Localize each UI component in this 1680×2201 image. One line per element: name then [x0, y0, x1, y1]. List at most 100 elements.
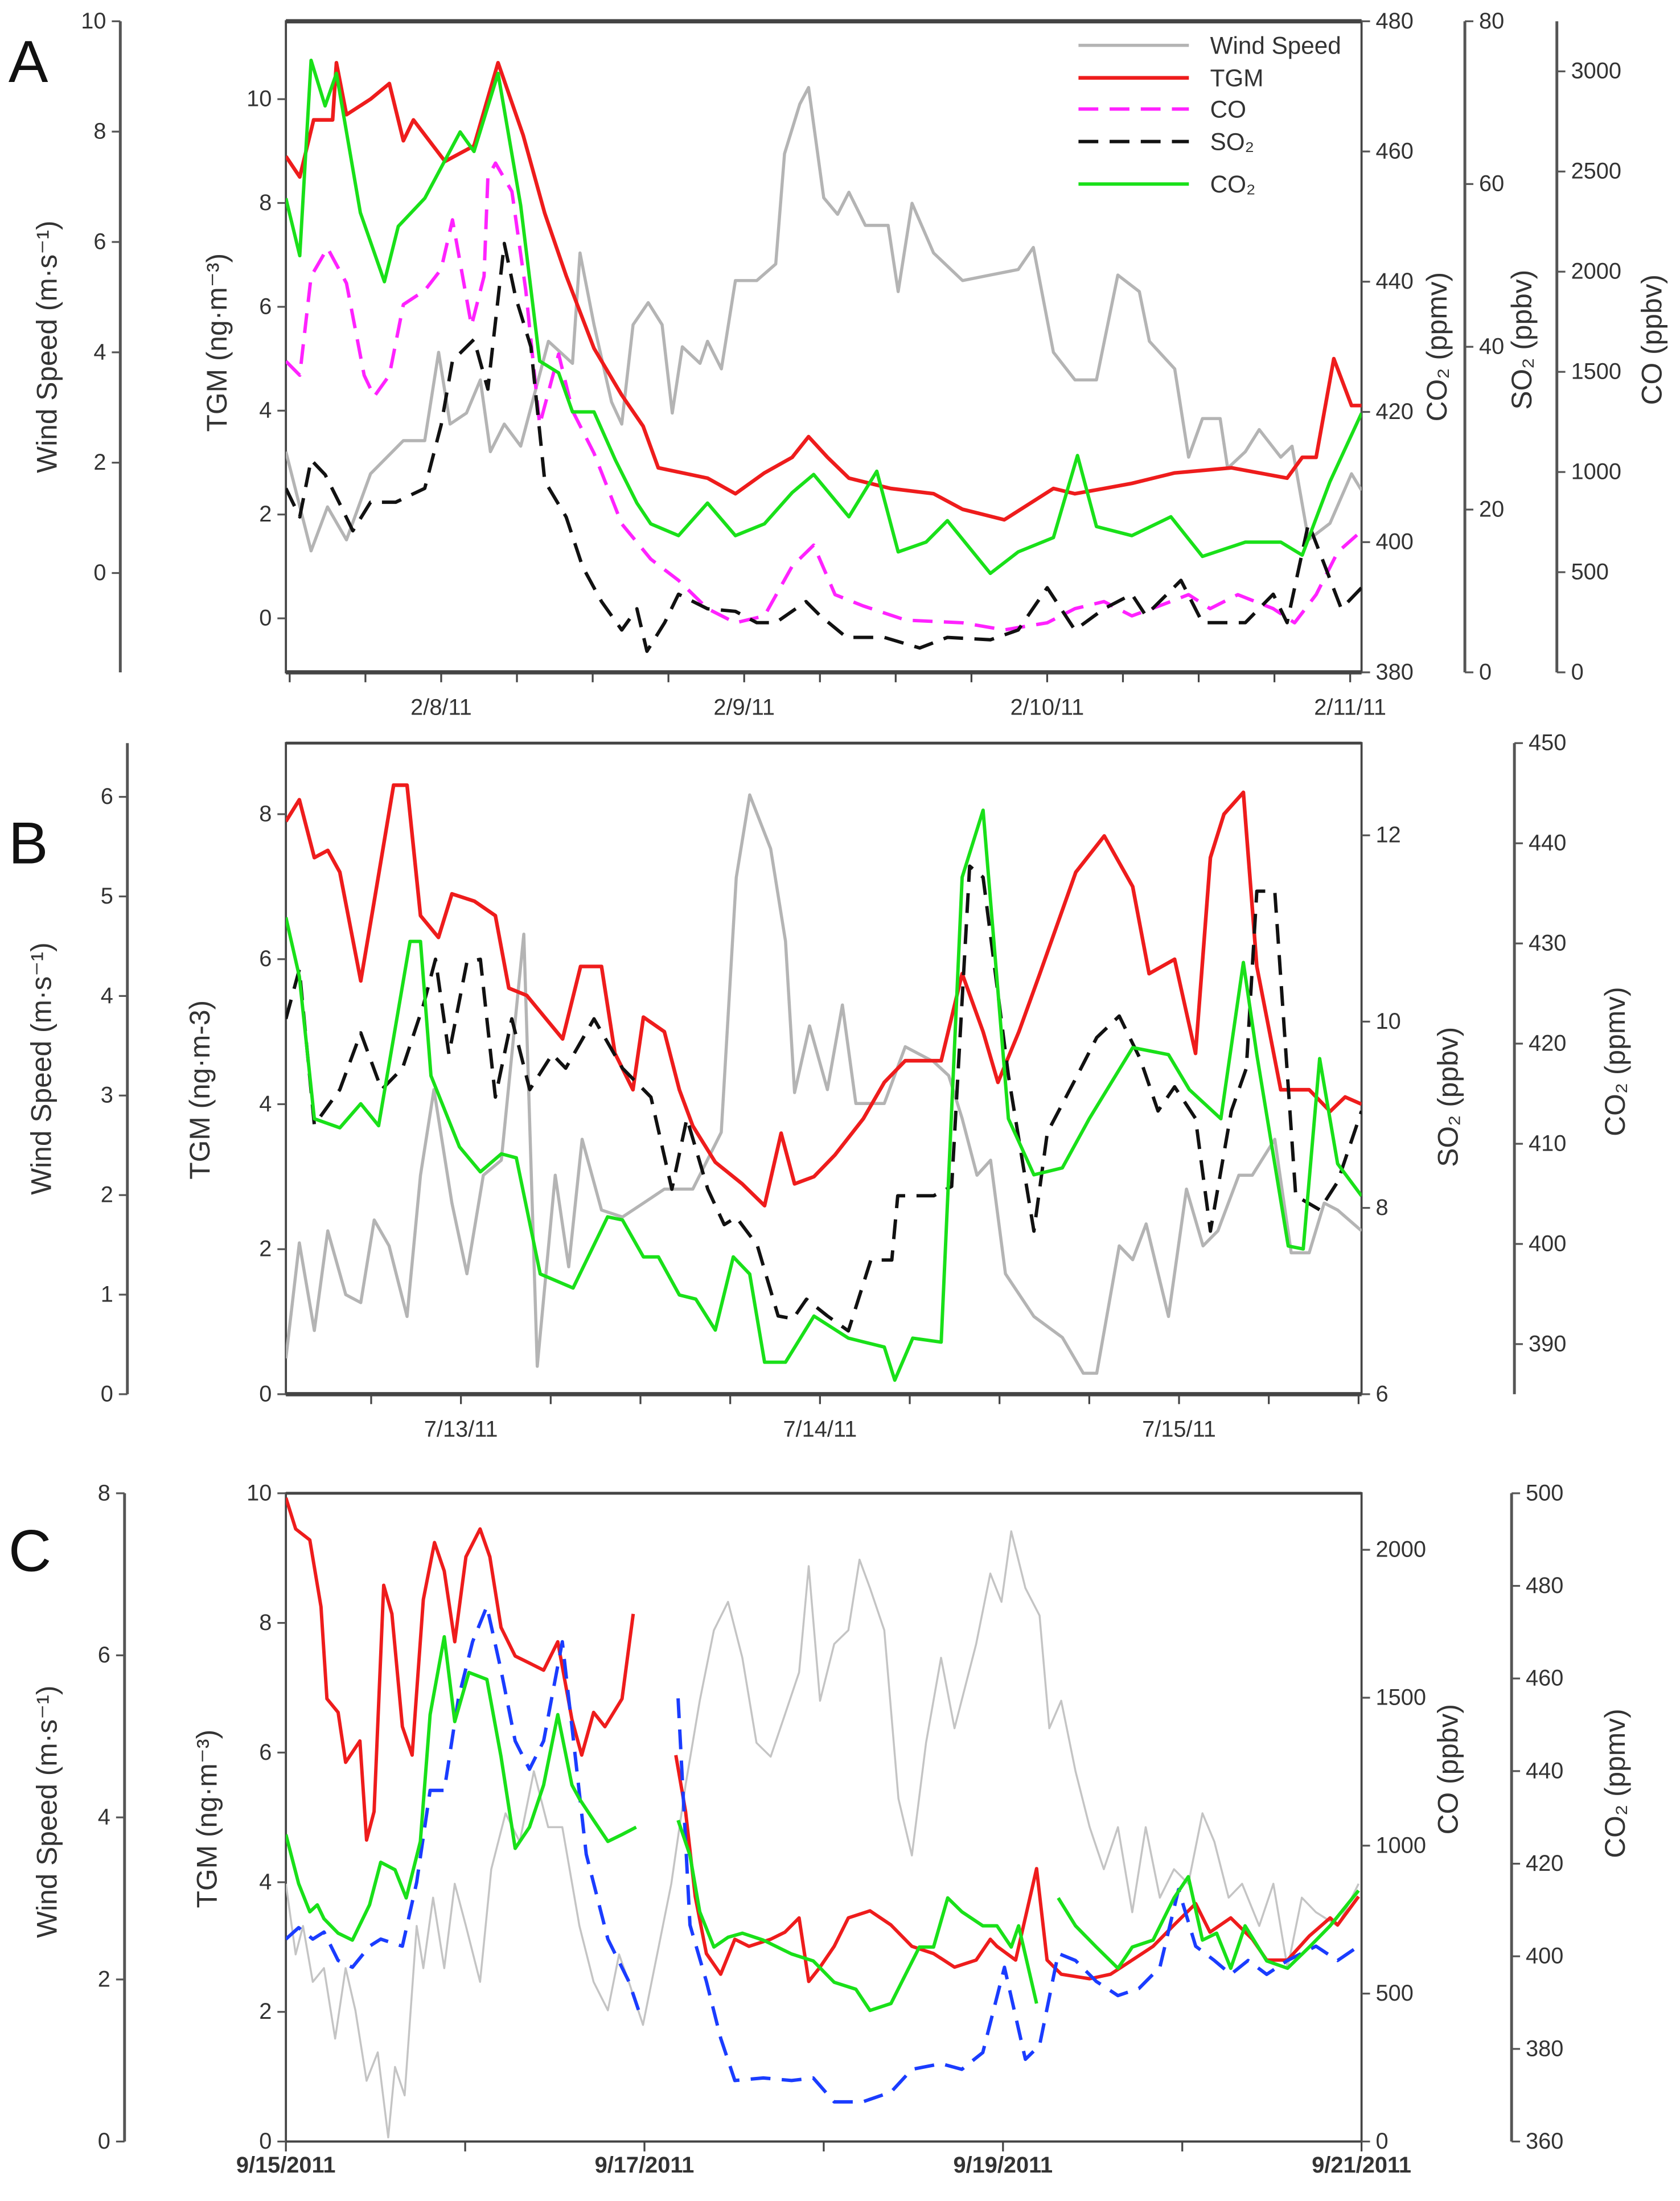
y-tick-label: 10: [81, 9, 106, 34]
y-axis-co: 0 500 1000 1500 2000 2500 3000 CO (ppbv): [1555, 21, 1668, 684]
y-tick-label: 1: [101, 1282, 113, 1307]
y-tick-label: 1500: [1571, 359, 1621, 384]
y-tick-label: 6: [259, 1740, 272, 1765]
y-axis-title-co2: CO₂ (ppmv): [1421, 272, 1453, 421]
legend-label: Wind Speed: [1210, 32, 1341, 59]
legend: Wind Speed TGM CO SO₂ CO₂: [1078, 32, 1341, 198]
panel-letter: B: [9, 810, 48, 877]
panel-a: A 2/8/11 2/9/11 2/10/11 2/11/11 0 2 4 6 8 10 Wind S…: [9, 9, 1668, 720]
y-axis-wind: 0 2 4 6 8 10 Wind Speed (m·s⁻¹): [31, 9, 122, 672]
x-tick-label: 7/13/11: [424, 1416, 498, 1442]
x-tick-label: 2/11/11: [1314, 695, 1386, 720]
y-axis-co2: 360 380 400 420 440 460 480 500 CO₂ (ppmv): [1510, 1480, 1631, 2154]
y-axis-title-wind: Wind Speed (m·s⁻¹): [31, 220, 63, 473]
y-tick-label: 2000: [1375, 1537, 1426, 1562]
series-line-wind-speed: [286, 1530, 1359, 2139]
y-tick-label: 1500: [1375, 1685, 1426, 1710]
y-tick-label: 0: [259, 2129, 272, 2154]
series-line-so-: [286, 864, 1362, 1333]
y-tick-label: 480: [1526, 1573, 1563, 1598]
y-axis-tgm: 0 2 4 6 8 TGM (ng·m-3): [184, 801, 286, 1406]
y-tick-label: 8: [93, 119, 106, 144]
y-tick-label: 460: [1375, 139, 1413, 164]
y-tick-label: 6: [1375, 1381, 1388, 1406]
y-axis-wind: 0 2 4 6 8 Wind Speed (m·s⁻¹): [31, 1480, 126, 2154]
y-axis-wind: 0 1 2 3 4 5 6 Wind Speed (m·s⁻¹): [25, 743, 129, 1406]
y-tick-label: 10: [247, 87, 272, 112]
y-tick-label: 8: [259, 801, 272, 826]
y-tick-label: 2000: [1571, 259, 1621, 284]
y-tick-label: 6: [259, 946, 272, 971]
y-tick-label: 10: [1375, 1009, 1400, 1034]
y-tick-label: 2500: [1571, 159, 1621, 184]
legend-label: SO₂: [1210, 129, 1254, 155]
y-tick-label: 500: [1526, 1480, 1563, 1505]
y-tick-label: 420: [1375, 399, 1413, 424]
y-tick-label: 450: [1529, 730, 1566, 755]
x-tick-label: 2/9/11: [713, 695, 775, 720]
y-axis-title-wind: Wind Speed (m·s⁻¹): [31, 1686, 63, 1938]
y-axis-title-tgm: TGM (ng·m⁻³): [191, 1730, 223, 1908]
x-tick-label: 9/21/2011: [1312, 2153, 1411, 2178]
y-tick-label: 1000: [1375, 1833, 1426, 1858]
y-tick-label: 360: [1526, 2129, 1563, 2154]
y-tick-label: 2: [259, 502, 272, 527]
legend-label: CO: [1210, 96, 1246, 122]
y-tick-label: 440: [1526, 1758, 1563, 1783]
y-axis-title-tgm: TGM (ng·m⁻³): [201, 253, 233, 432]
y-tick-label: 6: [93, 229, 106, 254]
x-tick-label: 9/15/2011: [236, 2153, 336, 2178]
y-tick-label: 0: [98, 2129, 110, 2154]
y-tick-label: 0: [259, 1381, 272, 1406]
y-axis-co2: 390 400 410 420 430 440 450 CO₂ (ppmv): [1513, 730, 1631, 1394]
series-line-co: [286, 1604, 1360, 2104]
y-axis-co2: 380 400 420 440 460 480 CO₂ (ppmv): [1361, 9, 1453, 684]
legend-label: TGM: [1210, 65, 1264, 92]
y-tick-label: 500: [1571, 559, 1609, 584]
y-tick-label: 60: [1479, 171, 1504, 196]
series-line-co-: [286, 808, 1362, 1382]
y-tick-label: 390: [1529, 1331, 1566, 1356]
y-tick-label: 440: [1375, 269, 1413, 294]
y-tick-label: 8: [98, 1480, 110, 1505]
y-tick-label: 2: [98, 1966, 110, 1991]
y-axis-title-co2: CO₂ (ppmv): [1599, 987, 1631, 1136]
y-tick-label: 480: [1375, 9, 1413, 34]
y-tick-label: 80: [1479, 9, 1504, 34]
series-line-tgm: [286, 1497, 1360, 1984]
y-axis-title-co: CO (ppbv): [1432, 1704, 1464, 1834]
y-tick-label: 8: [259, 1610, 272, 1635]
y-tick-label: 400: [1526, 1944, 1563, 1969]
y-axis-title-co: CO (ppbv): [1636, 274, 1668, 405]
y-axis-co: 0 500 1000 1500 2000 CO (ppbv): [1361, 1537, 1464, 2154]
y-axis-so2: 0 20 40 60 80 SO₂ (ppbv): [1463, 9, 1538, 684]
y-tick-label: 20: [1479, 496, 1504, 521]
y-tick-label: 2: [259, 1237, 272, 1262]
y-tick-label: 8: [259, 190, 272, 215]
y-tick-label: 2: [101, 1182, 113, 1208]
plot-frame: [285, 742, 1363, 1395]
y-tick-label: 12: [1375, 823, 1400, 848]
series-line-wind-speed: [286, 85, 1362, 553]
y-axis-title-wind: Wind Speed (m·s⁻¹): [25, 942, 57, 1194]
legend-label: CO₂: [1210, 171, 1256, 198]
plot-frame: [285, 20, 1363, 674]
y-tick-label: 4: [93, 339, 106, 364]
y-tick-label: 8: [1375, 1195, 1388, 1220]
y-tick-label: 400: [1529, 1231, 1566, 1256]
x-tick-label: 2/8/11: [410, 695, 472, 720]
y-tick-label: 3000: [1571, 59, 1621, 84]
y-axis-tgm: 0 2 4 6 8 10 TGM (ng·m⁻³): [201, 87, 286, 631]
y-tick-label: 500: [1375, 1981, 1413, 2006]
y-axis-title-so2: SO₂ (ppbv): [1432, 1027, 1464, 1167]
y-axis-title-so2: SO₂ (ppbv): [1506, 270, 1538, 410]
y-tick-label: 380: [1375, 659, 1413, 684]
y-tick-label: 6: [98, 1642, 110, 1668]
x-tick-label: 7/15/11: [1142, 1416, 1216, 1442]
y-axis-tgm: 0 2 4 6 8 10 TGM (ng·m⁻³): [191, 1480, 286, 2154]
y-tick-label: 0: [101, 1381, 113, 1406]
series-line-co-: [286, 58, 1362, 576]
y-tick-label: 420: [1529, 1031, 1566, 1056]
series-line-co: [286, 161, 1362, 632]
